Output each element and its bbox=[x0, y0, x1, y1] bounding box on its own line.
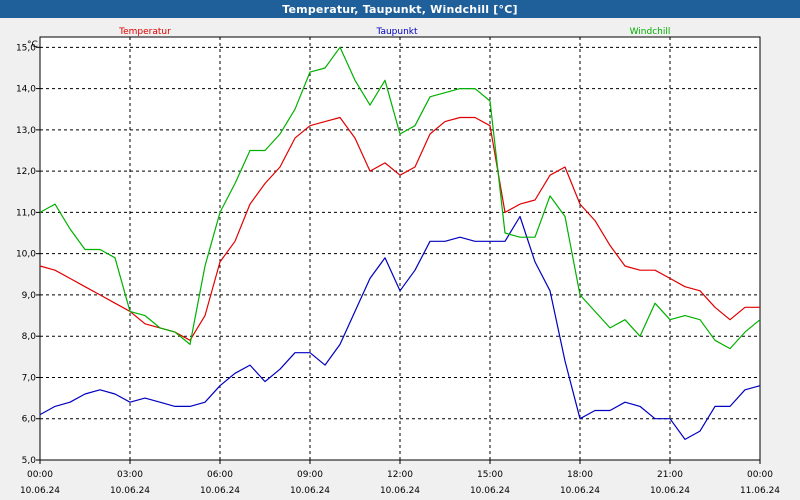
y-tick-label: 7,0 bbox=[22, 373, 37, 383]
series-line-taupunkt bbox=[39, 215, 761, 440]
x-tick-label-date: 10.06.24 bbox=[200, 486, 240, 496]
y-tick-label: 8,0 bbox=[22, 332, 37, 342]
legend-entry-temperatur: Temperatur bbox=[118, 27, 171, 37]
y-axis-label: °C bbox=[27, 40, 38, 50]
x-tick-label-date: 10.06.24 bbox=[470, 486, 510, 496]
y-tick-label: 14,0 bbox=[16, 85, 36, 95]
legend-entry-taupunkt: Taupunkt bbox=[375, 27, 418, 37]
x-tick-label-time: 03:00 bbox=[117, 470, 143, 480]
chart-title: Temperatur, Taupunkt, Windchill [°C] bbox=[0, 0, 800, 18]
x-tick-label-time: 00:00 bbox=[747, 470, 773, 480]
x-tick-label-time: 12:00 bbox=[387, 470, 413, 480]
y-tick-label: 12,0 bbox=[16, 167, 36, 177]
plot-frame bbox=[39, 36, 761, 461]
x-tick-label-time: 15:00 bbox=[477, 470, 503, 480]
x-tick-label-date: 10.06.24 bbox=[110, 486, 150, 496]
x-tick-label-date: 10.06.24 bbox=[560, 486, 600, 496]
series-line-windchill bbox=[39, 46, 761, 350]
x-tick-label-time: 06:00 bbox=[207, 470, 233, 480]
x-tick-label-date: 10.06.24 bbox=[380, 486, 420, 496]
y-tick-label: 11,0 bbox=[16, 208, 36, 218]
legend-entry-windchill: Windchill bbox=[630, 27, 671, 37]
x-tick-label-time: 18:00 bbox=[567, 470, 593, 480]
x-tick-label-date: 10.06.24 bbox=[650, 486, 690, 496]
x-tick-label-time: 00:00 bbox=[27, 470, 53, 480]
y-tick-label: 5,0 bbox=[22, 456, 37, 466]
x-tick-label-time: 21:00 bbox=[657, 470, 683, 480]
y-tick-label: 6,0 bbox=[22, 415, 37, 425]
y-tick-label: 13,0 bbox=[16, 126, 36, 136]
y-tick-label: 10,0 bbox=[16, 250, 36, 260]
x-tick-label-date: 10.06.24 bbox=[20, 486, 60, 496]
x-tick-label-time: 09:00 bbox=[297, 470, 323, 480]
x-tick-label-date: 10.06.24 bbox=[290, 486, 330, 496]
y-tick-label: 9,0 bbox=[22, 291, 37, 301]
x-tick-label-date: 11.06.24 bbox=[740, 486, 780, 496]
y-tick-label: 15,0 bbox=[16, 43, 36, 53]
